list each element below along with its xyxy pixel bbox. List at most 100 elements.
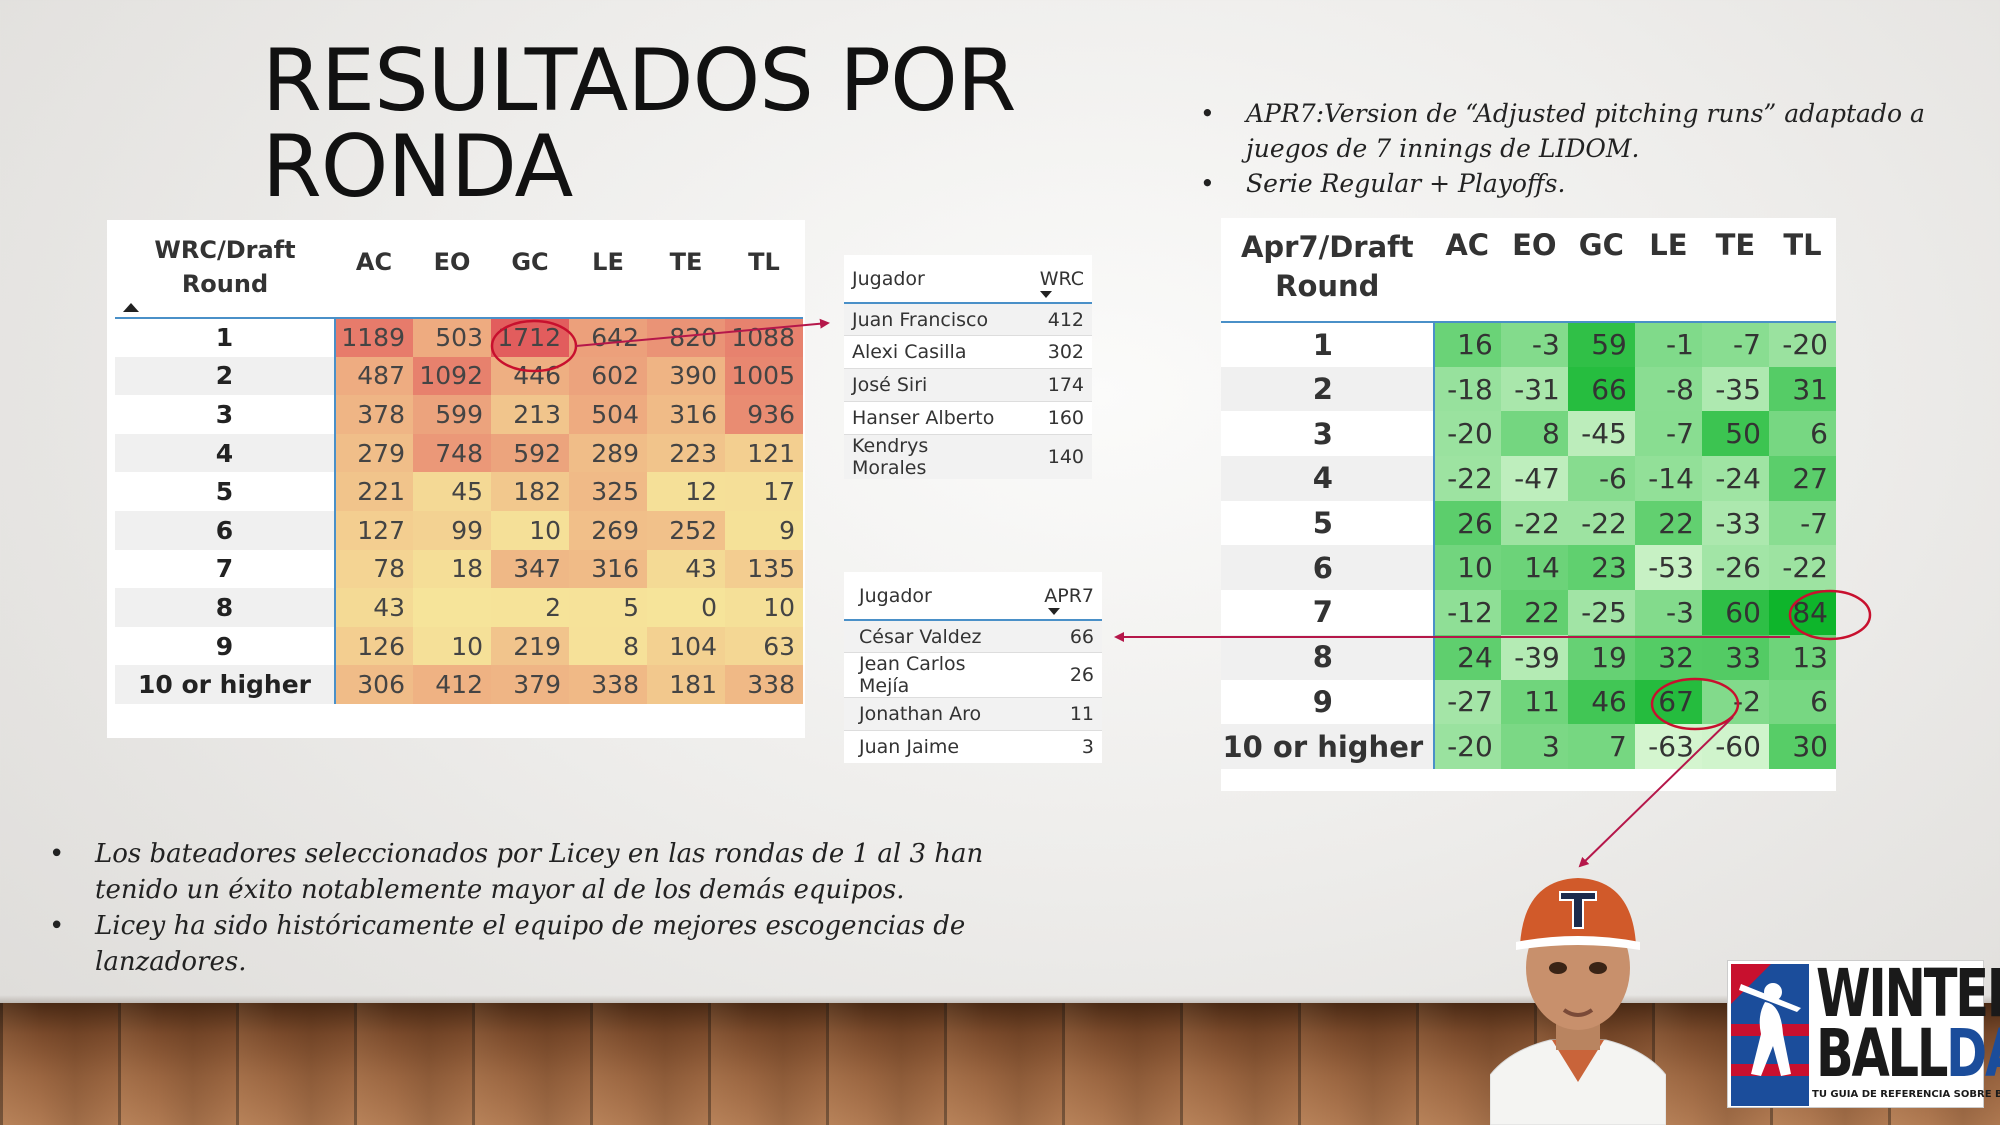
- apr7-cell: -22: [1567, 500, 1635, 546]
- wrc-row: 6 127 99 10 269 252 9: [115, 510, 803, 550]
- wrc-corner-header[interactable]: WRC/Draft Round: [115, 228, 335, 318]
- apr7-round-label: 5: [1221, 500, 1435, 546]
- wrc-row: 1 1189 503 1712 642 820 1088: [115, 317, 803, 357]
- apr7-cell: 50: [1701, 411, 1769, 457]
- player-value: 174: [1014, 368, 1092, 402]
- apr7-cell: 11: [1500, 679, 1568, 725]
- wrc-cell: 1189: [335, 317, 413, 357]
- wrc-round-label: 10 or higher: [115, 665, 336, 704]
- winter-ball-data-logo: WINTER BALLDATA TU GUIA DE REFERENCIA SO…: [1727, 960, 2000, 1108]
- player-name: Jonathan Aro: [844, 697, 1024, 731]
- apr7-cell: -22: [1768, 545, 1836, 591]
- apr7-cell: -2: [1701, 679, 1769, 725]
- apr7-cell: -45: [1567, 411, 1635, 457]
- player-value: 412: [1014, 302, 1092, 336]
- wrc-cell: 221: [335, 472, 413, 511]
- table-row: Jean Carlos Mejía 26: [844, 652, 1102, 698]
- wrc-cell: 78: [335, 549, 413, 589]
- wrc-cell: 642: [569, 317, 647, 357]
- apr7-row: 8 24 -39 19 32 33 13: [1221, 634, 1836, 680]
- apr7-cell: -20: [1768, 321, 1836, 367]
- wrc-heatmap-panel: WRC/Draft Round AC EO GC LE TE TL 1 1189 5…: [107, 220, 805, 738]
- logo-word-data: DATA: [1946, 1015, 2000, 1092]
- wrc-cell: 504: [569, 395, 647, 434]
- wrc-cell: 748: [413, 433, 491, 473]
- wrc-row: 3 378 599 213 504 316 936: [115, 395, 803, 434]
- wrc-cell: 10: [725, 588, 803, 627]
- bullet-series-scope: Serie Regular + Playoffs.: [1198, 166, 1958, 201]
- apr7-cell: -8: [1634, 366, 1702, 412]
- apr7-col-tl[interactable]: TL: [1783, 228, 1822, 262]
- wrc-cell: 18: [413, 549, 491, 589]
- apr7-top-header-value[interactable]: APR7: [1024, 572, 1102, 621]
- wrc-col-te[interactable]: TE: [669, 248, 703, 276]
- player-name: Juan Francisco: [844, 302, 1014, 336]
- wrc-cell: 446: [491, 356, 569, 396]
- apr7-cell: -20: [1433, 724, 1501, 769]
- wrc-corner-line-2: Round: [181, 270, 269, 298]
- wrc-col-gc[interactable]: GC: [511, 248, 549, 276]
- apr7-round-label: 1: [1221, 321, 1435, 367]
- apr7-col-ac[interactable]: AC: [1445, 228, 1490, 262]
- wrc-top-players-table: Jugador WRC Juan Francisco 412 Alexi Casi…: [844, 255, 1092, 479]
- wrc-row: 7 78 18 347 316 43 135: [115, 549, 803, 589]
- wrc-header-row: WRC/Draft Round AC EO GC LE TE TL: [115, 228, 803, 318]
- title-line-1: RESULTADOS POR: [262, 31, 1017, 131]
- wrc-col-eo[interactable]: EO: [433, 248, 471, 276]
- apr7-col-le[interactable]: LE: [1649, 228, 1688, 262]
- wrc-top-header-value[interactable]: WRC: [1014, 255, 1092, 304]
- wrc-round-label: 7: [115, 549, 336, 589]
- apr7-cell: -12: [1433, 590, 1501, 635]
- apr7-cell: 8: [1500, 411, 1568, 457]
- player-value: 66: [1024, 619, 1102, 653]
- wrc-round-label: 8: [115, 588, 336, 627]
- apr7-corner-header[interactable]: Apr7/Draft Round: [1221, 218, 1434, 322]
- apr7-top-header-player[interactable]: Jugador: [844, 572, 1024, 621]
- sort-descending-icon: [1040, 291, 1052, 298]
- apr7-cell: 23: [1567, 545, 1635, 591]
- apr7-heatmap-table: Apr7/Draft Round AC EO GC LE TE TL 1 16 -3…: [1221, 218, 1836, 769]
- apr7-cell: 84: [1768, 590, 1836, 635]
- wrc-col-ac[interactable]: AC: [355, 248, 393, 276]
- wrc-row: 2 487 1092 446 602 390 1005: [115, 356, 803, 396]
- player-name: Hanser Alberto: [844, 400, 1014, 435]
- apr7-cell: -26: [1701, 545, 1769, 591]
- apr7-round-label: 10 or higher: [1221, 724, 1435, 769]
- wrc-cell: 936: [725, 395, 803, 434]
- wrc-col-le[interactable]: LE: [592, 248, 624, 276]
- wrc-cell: 279: [335, 433, 413, 473]
- wrc-cell: 135: [725, 549, 803, 589]
- apr7-col-te[interactable]: TE: [1715, 228, 1756, 262]
- wrc-cell: 9: [725, 510, 803, 550]
- logo-word-ball: BALL: [1816, 1015, 1948, 1092]
- wrc-cell: 8: [569, 626, 647, 666]
- wrc-row: 4 279 748 592 289 223 121: [115, 433, 803, 473]
- apr7-top-players-table: Jugador APR7 César Valdez 66 Jean Carlos …: [844, 572, 1102, 764]
- apr7-col-gc[interactable]: GC: [1578, 228, 1624, 262]
- apr7-cell: -14: [1634, 456, 1702, 501]
- wrc-cell: 1005: [725, 356, 803, 396]
- table-row: César Valdez 66: [844, 619, 1102, 653]
- apr7-col-eo[interactable]: EO: [1512, 228, 1557, 262]
- wrc-cell: 338: [569, 665, 647, 704]
- apr7-cell: -18: [1433, 366, 1501, 412]
- apr7-row: 6 10 14 23 -53 -26 -22: [1221, 545, 1836, 591]
- wrc-top-header-player[interactable]: Jugador: [844, 255, 1014, 304]
- apr7-cell: 13: [1768, 634, 1836, 680]
- apr7-row: 9 -27 11 46 67 -2 6: [1221, 679, 1836, 725]
- batter-silhouette-icon: [1731, 964, 1809, 1106]
- wrc-cell: 592: [491, 433, 569, 473]
- table-row: Juan Jaime 3: [844, 730, 1102, 764]
- apr7-cell: 16: [1433, 321, 1501, 367]
- wrc-cell: 378: [335, 395, 413, 434]
- wrc-col-tl[interactable]: TL: [748, 248, 780, 276]
- sort-ascending-icon[interactable]: [123, 303, 139, 312]
- player-name: Kendrys Morales: [844, 433, 1014, 479]
- apr7-header-row: Apr7/Draft Round AC EO GC LE TE TL: [1221, 218, 1836, 322]
- apr7-cell: 26: [1433, 500, 1501, 546]
- apr7-corner-line-2: Round: [1275, 269, 1380, 303]
- apr7-cell: -3: [1634, 590, 1702, 635]
- wrc-cell: 379: [491, 665, 569, 704]
- wrc-cell: 43: [335, 588, 413, 627]
- wrc-cell: 219: [491, 626, 569, 666]
